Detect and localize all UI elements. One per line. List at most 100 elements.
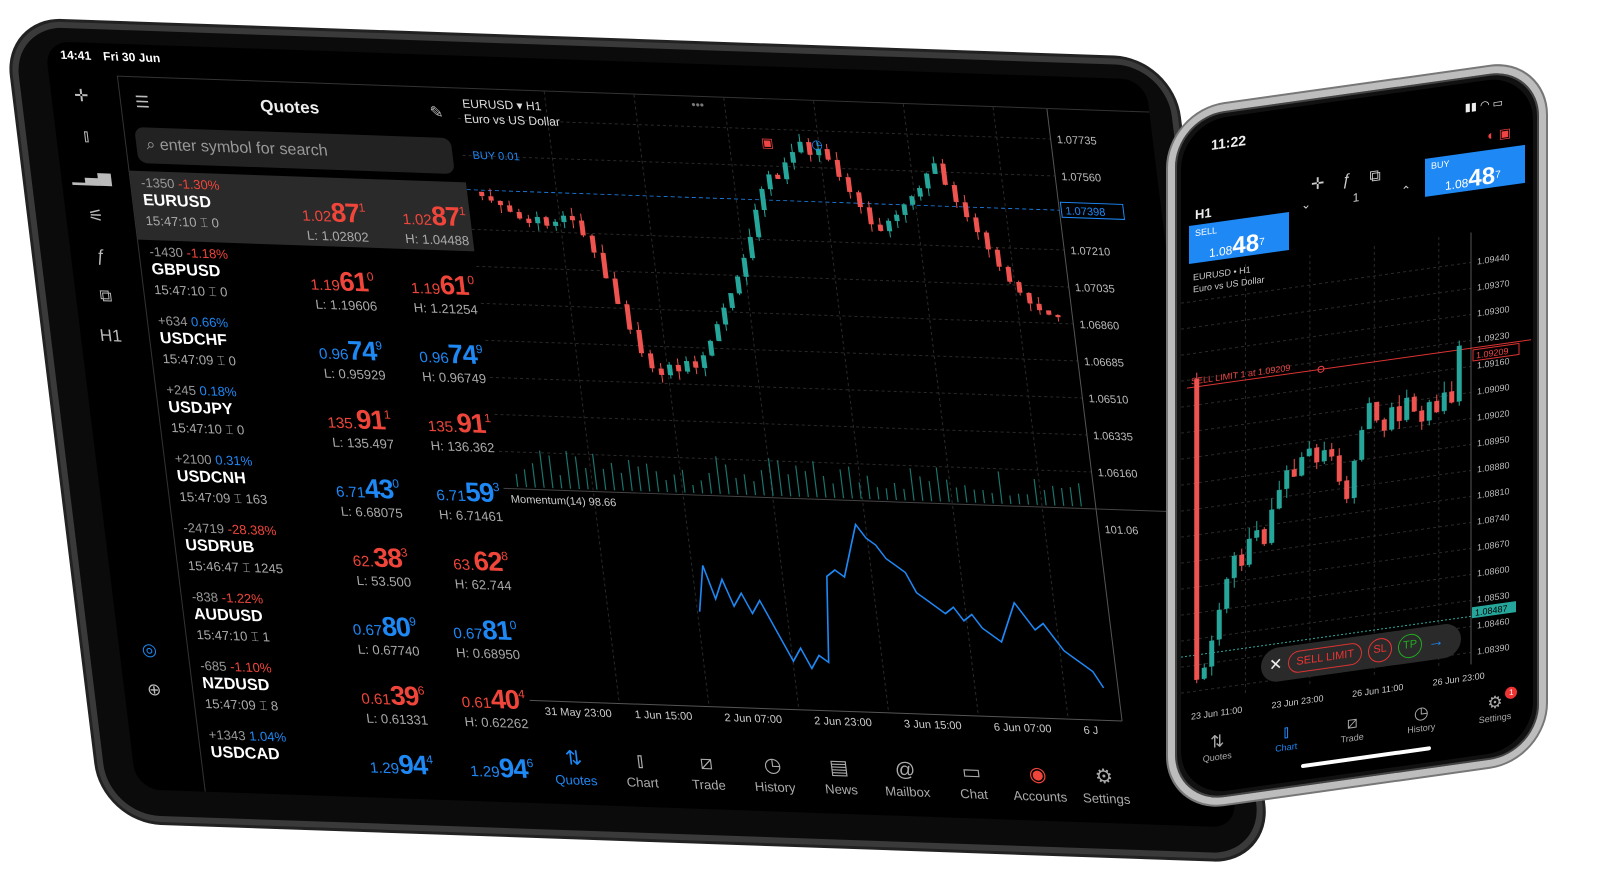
buy-button[interactable]: BUY 1.08487	[1425, 144, 1525, 197]
volume-bar	[876, 487, 880, 500]
function-icon[interactable]: ƒ	[95, 246, 107, 266]
sell-limit-button[interactable]: SELL LIMIT	[1288, 641, 1363, 675]
quote-row[interactable]: -1350 -1.30% EURUSD 15:47:10 ⌶ 0 1.02871…	[129, 170, 475, 252]
volume-value[interactable]: 1	[1352, 190, 1360, 206]
indicators-icon[interactable]: ⚟	[87, 206, 105, 226]
tab-mailbox[interactable]: @ Mailbox	[872, 755, 942, 817]
list-icon[interactable]: ☰	[134, 94, 151, 112]
ask-price[interactable]: 63.628 H: 62.744	[410, 544, 512, 593]
candle-body	[1005, 266, 1013, 282]
ask-price[interactable]: 135.911 H: 136.362	[393, 406, 496, 455]
grid-line	[1181, 573, 1471, 616]
change-points: -1430	[148, 244, 184, 261]
crosshair-icon[interactable]: ✛	[72, 86, 90, 106]
candle-body	[741, 257, 749, 277]
arrow-right-icon[interactable]: →	[1428, 632, 1445, 652]
take-profit-button[interactable]: TP	[1398, 632, 1423, 660]
quote-time: 15:47:10	[153, 282, 206, 299]
tab-news[interactable]: ▤ News	[806, 753, 876, 815]
bid-price[interactable]: 6.71430 L: 6.68075	[301, 471, 404, 521]
function-icon[interactable]: ƒ	[1342, 168, 1370, 190]
bid-price[interactable]: 1.02871 L: 1.02802	[268, 195, 370, 245]
ask-price[interactable]: 0.96749 H: 0.96749	[385, 337, 487, 386]
ask-price[interactable]: 0.61404 H: 0.62262	[427, 682, 530, 731]
quote-row[interactable]: +245 0.18% USDJPY 15:47:10 ⌶ 0 135.911 L:…	[155, 378, 500, 459]
tab-trade[interactable]: ⧄ Trade	[673, 748, 743, 810]
price-tick-label: 1.06860	[1079, 319, 1120, 332]
phone-tab-settings[interactable]: ⚙ Settings 1	[1479, 685, 1518, 725]
stop-loss-button[interactable]: SL	[1368, 636, 1393, 664]
candle-body	[1291, 468, 1297, 478]
bid-big-digits: 74	[346, 335, 378, 367]
tab-quotes[interactable]: ⇅ Quotes	[541, 744, 611, 806]
candle-body	[526, 218, 532, 224]
chart-search-icon[interactable]: ◎	[140, 640, 158, 660]
candle-body	[675, 364, 682, 372]
crosshair-icon[interactable]: ✛	[1311, 172, 1343, 194]
phone-tab-chart[interactable]: ⫾ Chart	[1275, 721, 1297, 754]
objects-icon[interactable]: ⧉	[1369, 164, 1399, 186]
ask-price[interactable]: 1.19610 H: 1.21254	[376, 268, 479, 317]
phone-chart-svg[interactable]: 1.094401.093701.093001.092301.091601.090…	[1181, 222, 1533, 729]
phone-tab-quotes[interactable]: ⇅ Quotes	[1203, 730, 1232, 764]
tab-accounts[interactable]: ◉ Accounts	[1005, 760, 1075, 822]
candle-body	[1321, 449, 1327, 462]
add-window-icon[interactable]: ⊕	[145, 680, 163, 700]
chart-panel[interactable]: 1.07735 1.07560 1.07210 1.07035 1.06860 1.066…	[454, 87, 1229, 758]
one-click-icon[interactable]: ◐ ▣	[1487, 124, 1511, 144]
candle-body	[877, 224, 884, 232]
quote-row[interactable]: +634 0.66% USDCHF 15:47:09 ⌶ 0 0.96749 L:…	[146, 309, 491, 390]
edit-pencil-icon[interactable]: ✎	[428, 104, 445, 122]
candlestick-icon[interactable]: ⫾	[82, 126, 91, 146]
trade-icon: ⧄	[698, 752, 714, 775]
time-tick-label: 31 May 23:00	[544, 706, 612, 720]
increase-chevron-icon[interactable]: ⌃	[1400, 182, 1411, 199]
candle-body	[1359, 429, 1365, 461]
phone-timeframe[interactable]: H1	[1195, 204, 1212, 223]
settings-icon: ⚙	[1093, 765, 1115, 789]
phone-tab-history[interactable]: ◷ History	[1407, 701, 1435, 735]
tab-label: History	[753, 778, 797, 796]
volume-icon[interactable]: ▁▃▅	[70, 165, 112, 186]
candle-body	[1351, 460, 1357, 499]
quote-row[interactable]: -838 -1.22% AUDUSD 15:47:10 ⌶ 1 0.67809 L…	[180, 585, 525, 666]
phone-tab-trade[interactable]: ⧄ Trade	[1341, 711, 1364, 744]
tab-settings[interactable]: ⚙ Settings	[1071, 762, 1141, 824]
bid-price[interactable]: 0.67809 L: 0.67740	[318, 609, 421, 659]
grid-line	[1181, 495, 1471, 538]
quote-row[interactable]: +2100 0.31% USDCNH 15:47:09 ⌶ 163 6.7143…	[163, 447, 508, 528]
quote-row[interactable]: -24719 -28.38% USDRUB 15:46:47 ⌶ 1245 62…	[172, 516, 517, 597]
grid-line	[543, 91, 620, 702]
ask-price[interactable]: 6.71593 H: 6.71461	[402, 475, 504, 524]
tab-history[interactable]: ◷ History	[740, 750, 810, 812]
volume-bar	[787, 474, 792, 497]
home-indicator[interactable]	[1301, 746, 1431, 769]
bid-price[interactable]: 0.96749 L: 0.95929	[284, 333, 387, 383]
close-icon[interactable]: ✕	[1269, 655, 1283, 675]
timeframe-icon[interactable]: H1	[98, 325, 123, 346]
candle-body	[1306, 448, 1312, 457]
ipad-device: 14:41 Fri 30 Jun ✛ ⫾ ▁▃▅ ⚟ ƒ ⧉ H1 ◎ ⊕ ☰ Quotes ✎ ⌕ …	[6, 20, 1270, 861]
volume-bar	[812, 461, 818, 498]
bid-price[interactable]: 62.383 L: 53.500	[310, 540, 412, 590]
objects-icon[interactable]: ⧉	[98, 286, 114, 306]
candle-body	[1026, 292, 1033, 304]
ipad-chart-svg[interactable]: 1.07735 1.07560 1.07210 1.07035 1.06860 1.066…	[454, 88, 1210, 740]
volume-bar	[804, 471, 809, 497]
ask-price[interactable]: 0.67810 H: 0.68950	[419, 613, 521, 662]
ask-price[interactable]: 1.02871 H: 1.04488	[368, 199, 471, 248]
tab-chat[interactable]: ▭ Chat	[939, 757, 1009, 819]
current-price-label: 1.08487	[1475, 603, 1507, 618]
candle-body	[1329, 448, 1335, 457]
candle-body	[1194, 378, 1200, 681]
grid-line	[992, 107, 1069, 718]
bid-price[interactable]: 1.19610 L: 1.19606	[276, 264, 379, 314]
decrease-chevron-icon[interactable]: ⌄	[1301, 196, 1312, 213]
volume-bar	[776, 460, 783, 497]
quote-row[interactable]: -1430 -1.18% GBPUSD 15:47:10 ⌶ 0 1.19610…	[138, 240, 483, 321]
tab-chart[interactable]: ⫾ Chart	[607, 746, 677, 808]
low-price: L: 0.67740	[356, 641, 421, 659]
bid-price[interactable]: 135.911 L: 135.497	[293, 402, 396, 452]
volume-bar	[982, 489, 986, 504]
bid-price[interactable]: 0.61396 L: 0.61331	[327, 678, 429, 728]
